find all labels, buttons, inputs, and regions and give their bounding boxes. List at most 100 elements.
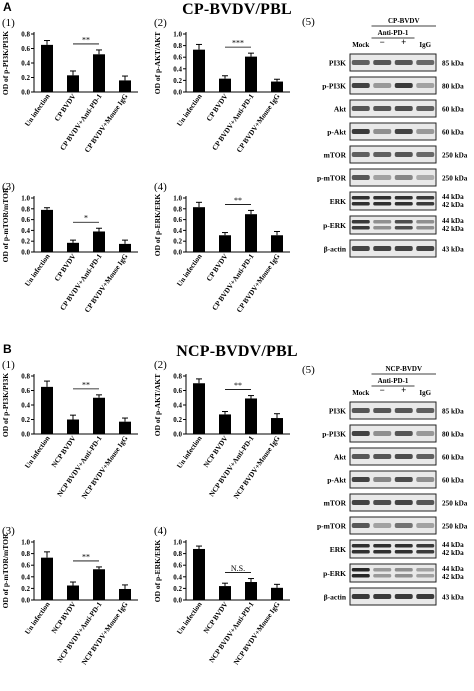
bar <box>219 414 231 434</box>
x-tick-label: NCP BVDV <box>50 434 78 469</box>
x-tick-label: NCP BVDV+Anti-PD-1 <box>208 600 256 664</box>
y-tick-label: 0.4 <box>173 402 182 410</box>
blot-strip <box>349 168 437 187</box>
y-tick-label: 0.0 <box>21 431 30 439</box>
y-tick-label: 0.6 <box>21 387 30 395</box>
y-tick-label: 0.0 <box>173 249 182 257</box>
y-axis-label: OD of p-ERK/ERK <box>153 194 162 257</box>
bar <box>271 81 283 92</box>
significance-label: ** <box>234 196 242 205</box>
blot-strip <box>349 239 437 258</box>
x-tick-label: Un infection <box>23 93 51 129</box>
bar <box>245 56 257 92</box>
blot-kda-label: 42 kDa <box>442 573 464 581</box>
significance-label: N.S. <box>231 564 245 573</box>
bar <box>219 235 231 252</box>
y-tick-label: 0.0 <box>21 89 30 97</box>
antibody-label: Anti-PD-1 <box>378 377 409 385</box>
blot-protein-label: PI3K <box>329 59 346 68</box>
bar <box>245 582 257 600</box>
x-tick-label: NCP BVDV+Mouse IgG <box>232 600 282 666</box>
x-tick-label: NCP BVDV <box>202 600 230 635</box>
y-tick-label: 0.8 <box>21 31 30 39</box>
bar <box>271 418 283 434</box>
y-axis-label: OD of p-PI3K/PI3K <box>1 31 10 95</box>
blot-protein-label: Akt <box>334 453 347 462</box>
blot-strip <box>349 401 437 420</box>
blot-band <box>373 454 392 459</box>
blot-strip <box>349 122 437 141</box>
bar <box>67 242 79 252</box>
blot-protein-label: Akt <box>334 105 347 114</box>
blot-kda-label: 250 kDa <box>442 152 468 160</box>
blot-kda-label: 44 kDa <box>442 217 464 225</box>
blot-strip <box>349 587 437 606</box>
blot-protein-label: p-mTOR <box>317 174 347 183</box>
blot-a5: (5) CP-BVDV Anti-PD-1 Mock − + IgG PI3K 85 kDa p-… <box>302 16 468 258</box>
blot-band <box>394 246 413 251</box>
y-tick-label: 1.0 <box>173 195 182 203</box>
blot-band <box>394 431 413 436</box>
blot-band <box>394 196 413 200</box>
x-tick-label: NCP BVDV <box>202 434 230 469</box>
blot-protein-label: ERK <box>330 545 346 554</box>
blot-band <box>373 152 392 157</box>
y-tick-label: 0.6 <box>173 54 182 62</box>
blot-band <box>351 408 370 413</box>
blot-protein-label: p-ERK <box>323 221 346 230</box>
blot-kda-label: 80 kDa <box>442 83 464 91</box>
blot-band <box>394 594 413 599</box>
blot-band <box>416 152 435 157</box>
blot-band <box>394 60 413 65</box>
blot-band <box>351 523 370 528</box>
antibody-label: Anti-PD-1 <box>378 29 409 37</box>
y-tick-label: 0.6 <box>21 562 30 570</box>
blot-protein-label: ERK <box>330 197 346 206</box>
blot-strip <box>349 493 437 512</box>
significance-label: *** <box>232 39 244 48</box>
blot-band <box>416 500 435 505</box>
y-tick-label: 0.4 <box>21 227 30 235</box>
bar <box>193 383 205 434</box>
panel-letter-a: A <box>3 0 12 14</box>
bar <box>67 419 79 434</box>
x-tick-label: NCP BVDV+Anti-PD-1 <box>208 434 256 498</box>
blot-band <box>351 196 370 200</box>
blot-kda-label: 44 kDa <box>442 193 464 201</box>
lane-label: − <box>380 385 385 395</box>
bar <box>193 548 205 600</box>
blot-strip <box>349 191 437 211</box>
y-tick-label: 0.6 <box>21 45 30 53</box>
y-tick-label: 0.6 <box>173 387 182 395</box>
blot-band <box>416 196 435 200</box>
x-tick-label: NCP BVDV+Anti-PD-1 <box>56 600 104 664</box>
bar <box>41 386 53 434</box>
x-tick-label: NCP BVDV+Mouse IgG <box>232 434 282 500</box>
bar <box>93 231 105 252</box>
blot-band <box>373 408 392 413</box>
y-tick-label: 0.0 <box>173 597 182 605</box>
blot-kda-label: 60 kDa <box>442 106 464 114</box>
blot-band <box>394 568 413 572</box>
blot-band <box>416 220 435 224</box>
chart-b1: (1) OD of p-PI3K/PI3K 0.0 0.2 0.4 0.6 0.8 Un in… <box>1 359 138 500</box>
blot-protein-label: p-Akt <box>327 476 346 485</box>
blot-band <box>416 175 435 180</box>
x-tick-label: NCP BVDV+Mouse IgG <box>80 434 130 500</box>
x-tick-label: Un infection <box>175 601 203 637</box>
significance-label: ** <box>82 552 90 561</box>
y-tick-label: 0.2 <box>173 238 182 246</box>
blot-band <box>416 544 435 548</box>
panel-number: (5) <box>302 364 315 376</box>
lane-label: Mock <box>352 389 369 397</box>
blot-band <box>416 431 435 436</box>
panel-number: (2) <box>154 359 167 371</box>
blot-band <box>394 550 413 554</box>
y-tick-label: 0.2 <box>21 238 30 246</box>
panel-letter-b: B <box>3 342 12 356</box>
blot-band <box>351 574 370 578</box>
blot-kda-label: 85 kDa <box>442 60 464 68</box>
blot-band <box>351 129 370 134</box>
chart-b2: (2) OD of p-AKT/AKT 0.0 0.2 0.4 0.6 0.8 Un infe… <box>153 359 290 500</box>
blot-band <box>416 594 435 599</box>
